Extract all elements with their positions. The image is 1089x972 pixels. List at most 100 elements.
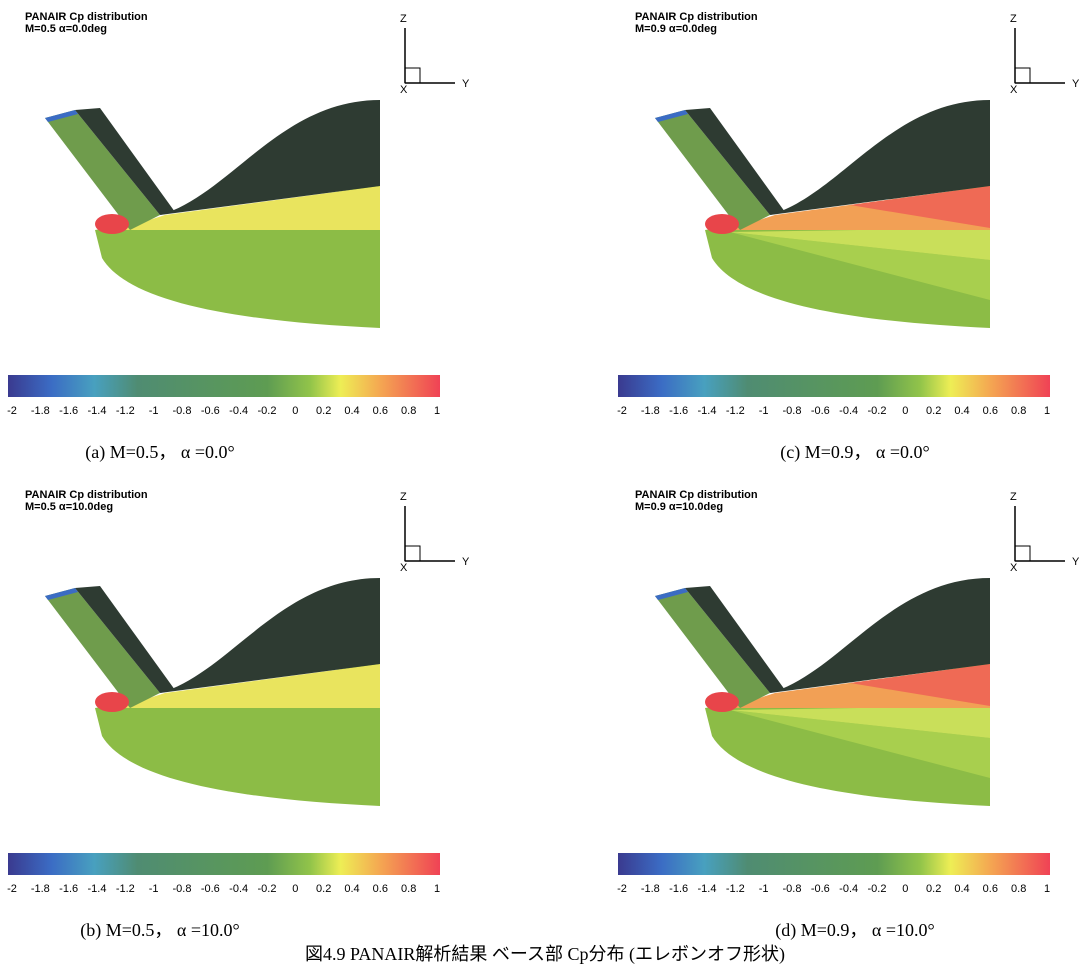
colorbar-tick-label: -2 [7,405,17,417]
axis-label: Y [462,78,470,90]
axis-label: Z [400,13,407,25]
cp-surface [655,578,990,806]
axis-corner [405,546,420,561]
colorbar-tick-label: -1 [149,883,159,895]
axis-label: X [1010,562,1018,574]
axis-label: X [400,562,408,574]
colorbar-tick-label: 0.2 [316,405,331,417]
colorbar-tick-label: -0.4 [229,883,248,895]
axis-corner [405,68,420,83]
colorbar-tick-label: 0.8 [401,883,416,895]
axis-triad: Z X Y [400,13,470,96]
colorbar-tick-label: -1.8 [641,405,660,417]
colorbar-tick-label: -0.4 [229,405,248,417]
colorbar-tick-label: 1 [1044,883,1050,895]
panel-caption: (d) M=0.9， α =10.0° [775,920,934,941]
axis-label: Y [1072,556,1080,568]
colorbar [8,375,440,397]
colorbar-tick-label: 0 [292,405,298,417]
colorbar-tick-label: 0.6 [983,883,998,895]
axis-triad: ZXY [1010,13,1080,96]
colorbar-tick-label: -2 [617,883,627,895]
colorbar-tick-label: -0.8 [783,883,802,895]
colorbar-tick-label: -1.2 [726,883,745,895]
colorbar-tick-label: 0.8 [1011,405,1026,417]
colorbar-tick-label: -1 [759,405,769,417]
hot-spot [95,692,129,712]
colorbar-tick-label: -1.4 [88,405,107,417]
colorbar-tick-label: -1.8 [31,405,50,417]
axis-label: Z [400,491,407,503]
colorbar-tick-label: -1.8 [641,883,660,895]
panel-caption: (b) M=0.5， α =10.0° [80,920,239,941]
colorbar-tick-label: -2 [617,405,627,417]
colorbar-tick-label: 0.2 [926,405,941,417]
colorbar-tick-label: -1.8 [31,883,50,895]
colorbar-tick-label: -1.6 [669,883,688,895]
colorbar-tick-label: -1.6 [669,405,688,417]
colorbar-tick-label: 0.4 [344,405,359,417]
colorbar-tick-label: -0.6 [201,405,220,417]
colorbar-tick-label: 1 [434,405,440,417]
colorbar-tick-label: -0.4 [839,405,858,417]
colorbar-tick-label: -1.6 [59,405,78,417]
colorbar-tick-label: -0.2 [868,883,887,895]
colorbar-tick-label: 0.2 [316,883,331,895]
colorbar-tick-label: 0 [902,405,908,417]
hot-spot [705,692,739,712]
colorbar-tick-label: 0 [292,883,298,895]
colorbar-tick-label: -0.6 [811,883,830,895]
colorbar-tick-label: -1.4 [698,883,717,895]
axis-triad: Z X Y [1010,491,1080,574]
panel-condition: M=0.9 α=0.0deg [635,23,717,35]
colorbar-tick-label: 0.4 [954,883,969,895]
colorbar-tick-label: 0.6 [373,883,388,895]
colorbar [618,853,1050,875]
cp-surface [655,100,990,328]
colorbar-tick-label: 0.2 [926,883,941,895]
colorbar-tick-label: -1.2 [116,405,135,417]
colorbar-tick-label: 1 [434,883,440,895]
colorbar-tick-label: 0.6 [373,405,388,417]
panel-condition: M=0.5 α=10.0deg [25,501,113,513]
colorbar-tick-label: -1.4 [698,405,717,417]
cp-surface [45,100,380,328]
axis-triad: Z X Y [400,491,470,574]
colorbar-tick-label: -0.6 [811,405,830,417]
colorbar-tick-label: 0.4 [344,883,359,895]
panel-condition: M=0.5 α=0.0deg [25,23,107,35]
colorbar-tick-label: -1.2 [726,405,745,417]
colorbar-tick-label: 0 [902,883,908,895]
colorbar-tick-label: -1 [759,883,769,895]
axis-corner [1015,68,1030,83]
panel-caption: (c) M=0.9， α =0.0° [780,442,929,463]
panel-condition: M=0.9 α=10.0deg [635,501,723,513]
figure-page: 図4.9 PANAIR解析結果 ベース部 Cp分布 (エレボンオフ形状) PAN… [0,0,1089,972]
cp-surface [45,578,380,806]
panel-caption: (a) M=0.5， α =0.0° [85,442,234,463]
panel-title: PANAIR Cp distribution [635,11,758,23]
colorbar-tick-label: -0.2 [868,405,887,417]
colorbar-tick-label: 0.6 [983,405,998,417]
axis-label: Y [462,556,470,568]
colorbar-tick-label: -0.2 [258,405,277,417]
colorbar-tick-label: -0.4 [839,883,858,895]
axis-label: Y [1072,78,1080,90]
colorbar-tick-label: -2 [7,883,17,895]
colorbar-tick-label: -1.2 [116,883,135,895]
colorbar-tick-label: 0.4 [954,405,969,417]
axis-label: Z [1010,491,1017,503]
colorbar-tick-label: -1.4 [88,883,107,895]
colorbar-tick-label: -1.6 [59,883,78,895]
panel-title: PANAIR Cp distribution [635,489,758,501]
axis-label: X [400,84,408,96]
colorbar-tick-label: -1 [149,405,159,417]
colorbar-tick-label: -0.8 [173,883,192,895]
axis-label: Z [1010,13,1017,25]
colorbar-tick-label: -0.2 [258,883,277,895]
colorbar-tick-label: -0.8 [783,405,802,417]
